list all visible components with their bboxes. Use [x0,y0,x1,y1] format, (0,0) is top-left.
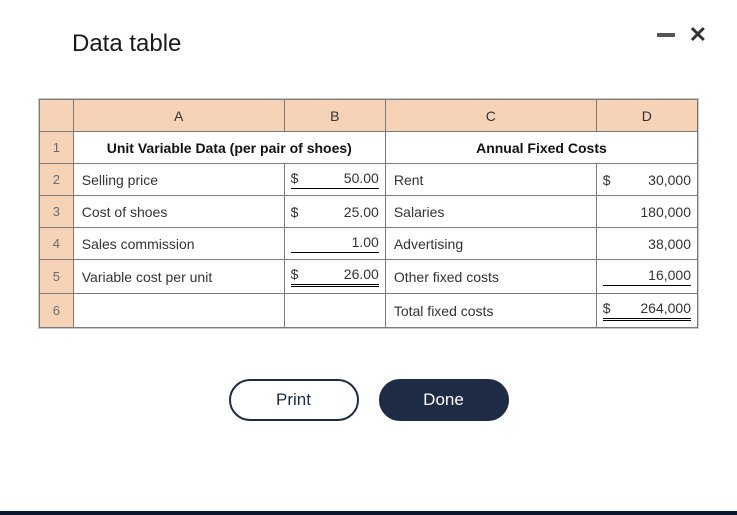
amount-value: 16,000 [648,267,691,283]
amount-value: 1.00 [352,234,379,250]
table-container: A B C D 1 Unit Variable Data (per pair o… [38,98,699,329]
print-button[interactable]: Print [229,379,359,421]
table-row: 3Cost of shoes$25.00Salaries180,000 [40,196,698,228]
currency-symbol: $ [603,300,611,316]
done-button[interactable]: Done [379,379,509,421]
data-table-modal: Data table ✕ A B C D 1 Unit Variable Dat… [0,0,737,515]
currency-symbol: $ [291,266,299,282]
table-row: 2Selling price$50.00Rent$30,000 [40,164,698,196]
left-value-cell: $50.00 [284,164,385,196]
data-table: A B C D 1 Unit Variable Data (per pair o… [39,99,698,328]
left-label-cell [73,294,284,328]
rownum-1: 1 [40,132,74,164]
col-header-b: B [284,100,385,132]
amount-value: 38,000 [648,236,691,252]
right-value-cell: 38,000 [596,228,697,260]
right-label-cell: Total fixed costs [385,294,596,328]
right-label-cell: Advertising [385,228,596,260]
amount-value: 50.00 [344,170,379,186]
amount-value: 264,000 [640,300,691,316]
left-value-cell [284,294,385,328]
section-head-left: Unit Variable Data (per pair of shoes) [73,132,385,164]
footer-buttons: Print Done [0,379,737,421]
left-label-cell: Selling price [73,164,284,196]
column-header-row: A B C D [40,100,698,132]
modal-title: Data table [72,30,181,58]
corner-cell [40,100,74,132]
table-row: 5Variable cost per unit$26.00Other fixed… [40,260,698,294]
rownum-cell: 3 [40,196,74,228]
amount-value: 180,000 [640,204,691,220]
col-header-c: C [385,100,596,132]
col-header-a: A [73,100,284,132]
left-value-cell: 1.00 [284,228,385,260]
table-row: 6Total fixed costs$264,000 [40,294,698,328]
left-label-cell: Sales commission [73,228,284,260]
rownum-cell: 4 [40,228,74,260]
currency-symbol: $ [291,170,299,186]
rownum-cell: 2 [40,164,74,196]
right-label-cell: Salaries [385,196,596,228]
right-value-cell: 180,000 [596,196,697,228]
left-value-cell: $25.00 [284,196,385,228]
left-label-cell: Cost of shoes [73,196,284,228]
right-label-cell: Rent [385,164,596,196]
left-value-cell: $26.00 [284,260,385,294]
section-head-right: Annual Fixed Costs [385,132,697,164]
right-value-cell: $30,000 [596,164,697,196]
modal-header: Data table ✕ [0,0,737,68]
right-value-cell: 16,000 [596,260,697,294]
section-header-row: 1 Unit Variable Data (per pair of shoes)… [40,132,698,164]
col-header-d: D [596,100,697,132]
minimize-icon[interactable] [657,33,675,37]
rownum-cell: 6 [40,294,74,328]
currency-symbol: $ [291,204,299,220]
table-row: 4Sales commission 1.00 Advertising 38,000 [40,228,698,260]
close-icon[interactable]: ✕ [689,24,707,46]
right-value-cell: $264,000 [596,294,697,328]
amount-value: 26.00 [344,266,379,282]
currency-symbol: $ [603,172,611,188]
amount-value: 30,000 [648,172,691,188]
right-label-cell: Other fixed costs [385,260,596,294]
amount-value: 25.00 [344,204,379,220]
window-controls: ✕ [657,24,707,46]
left-label-cell: Variable cost per unit [73,260,284,294]
rownum-cell: 5 [40,260,74,294]
